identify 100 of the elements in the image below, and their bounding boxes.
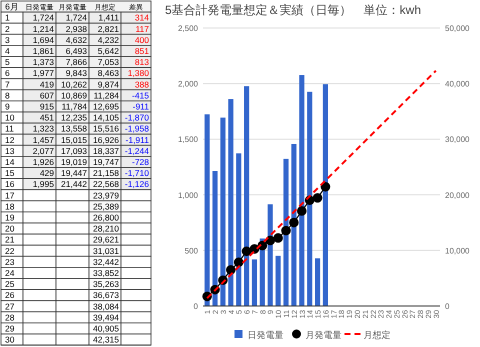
data-label: 1,214 (32, 24, 54, 34)
data-label: 607 (40, 90, 54, 100)
y-tick-label: 24 (5, 268, 15, 278)
data-label: 25,389 (93, 201, 120, 212)
y-tick-label: 6 (5, 68, 10, 78)
data-label: 42,315 (93, 334, 120, 345)
y2-tick-label: 10,000 (445, 246, 470, 256)
data-label: -1,958 (124, 124, 150, 134)
point (281, 226, 291, 236)
bar (283, 158, 289, 306)
data-label: 1,323 (32, 124, 54, 134)
data-label: -728 (132, 157, 150, 167)
y-tick-label: 2 (5, 24, 10, 34)
data-label: 4,632 (66, 34, 88, 45)
data-label: 813 (134, 57, 150, 68)
legend-label: 月発電量 (306, 330, 342, 340)
data-label: -1,710 (124, 168, 150, 178)
data-label: 1,995 (32, 179, 54, 190)
data-label: 18,337 (93, 146, 120, 156)
y-tick-label: 2,000 (178, 80, 199, 89)
data-label: 10,869 (61, 90, 88, 100)
bar (228, 99, 234, 306)
y-tick-label: 15 (5, 168, 15, 178)
y-tick-label: 3 (5, 34, 10, 45)
y-tick-label: 18 (5, 201, 15, 212)
data-label: 7,053 (98, 57, 120, 68)
data-label: -911 (132, 102, 150, 112)
legend-label: 月想定 (364, 330, 390, 340)
data-label: 400 (134, 34, 150, 45)
y-tick-label: 25 (5, 279, 15, 290)
point (273, 233, 283, 243)
data-label: 19,747 (93, 157, 120, 167)
data-label: 429 (40, 168, 54, 178)
y-tick-label: 12 (5, 134, 15, 145)
data-label: 12,235 (61, 112, 88, 123)
point (226, 265, 236, 275)
y-tick-label: 17 (5, 190, 15, 200)
data-label: 19,447 (61, 168, 88, 178)
y-tick-label: 1,000 (178, 190, 199, 200)
bar (236, 153, 242, 306)
data-label: 314 (134, 12, 150, 23)
y2-tick-label: 20,000 (445, 190, 470, 200)
point (234, 257, 244, 268)
data-label: 6,493 (66, 46, 88, 56)
data-label: 2,821 (98, 24, 120, 34)
y-tick-label: 16 (5, 179, 15, 190)
y-axis-title: 6月 (5, 2, 19, 12)
data-label: 33,852 (93, 268, 120, 278)
y2-tick-label: 30,000 (445, 135, 470, 144)
y-tick-label: 20 (5, 224, 15, 234)
data-label: 2,938 (66, 24, 88, 34)
data-label: 1,373 (32, 57, 54, 68)
data-label: 1,926 (32, 157, 54, 167)
bar (252, 259, 258, 306)
bar (291, 144, 296, 306)
y-tick-label: 4 (5, 46, 10, 56)
data-label: 23,979 (93, 190, 120, 200)
data-label: 388 (134, 79, 150, 90)
data-label: 14,105 (93, 112, 120, 123)
data-label: 39,494 (93, 312, 120, 322)
data-label: 19,019 (61, 157, 88, 167)
data-label: 11,784 (62, 102, 88, 112)
data-label: 2,077 (32, 146, 54, 156)
data-label: 117 (135, 24, 150, 34)
y-tick-label: 30 (5, 334, 15, 345)
point (296, 206, 307, 216)
data-label: 1,724 (32, 12, 54, 23)
data-label: 29,621 (93, 234, 120, 245)
point (312, 193, 322, 203)
bar (322, 84, 328, 306)
data-label: 9,843 (66, 68, 88, 78)
y-tick-label: 22 (5, 246, 15, 256)
data-label: 36,673 (93, 290, 120, 300)
data-label: 35,263 (93, 279, 120, 290)
data-label: 38,084 (93, 301, 120, 312)
y-tick-label: 9 (5, 102, 10, 112)
data-label: 10,262 (61, 79, 88, 90)
data-label: 915 (40, 102, 54, 112)
data-label: -1,870 (124, 112, 150, 123)
data-label: 16,926 (93, 134, 120, 145)
data-label: 1,457 (32, 134, 54, 145)
point (289, 218, 299, 228)
bar (314, 258, 320, 306)
data-label: 451 (40, 112, 54, 123)
y2-tick-label: 40,000 (445, 80, 470, 89)
legend-label: 日発電量 (248, 330, 284, 340)
y-tick-label: 19 (5, 212, 15, 222)
data-label: 22,568 (93, 179, 120, 190)
data-label: 419 (40, 79, 54, 90)
y-tick-label: 26 (5, 290, 15, 300)
y-tick-label: 1 (5, 12, 10, 23)
y-tick-label: 1,500 (178, 135, 199, 144)
data-label: 4,232 (98, 34, 120, 45)
bar (307, 92, 312, 306)
y-tick-label: 14 (5, 157, 15, 167)
y-tick-label: 5 (5, 57, 10, 68)
data-label: -1,126 (124, 179, 150, 190)
y-tick-label: 21 (5, 234, 15, 245)
data-label: -1,911 (126, 134, 150, 145)
bar (299, 75, 304, 306)
